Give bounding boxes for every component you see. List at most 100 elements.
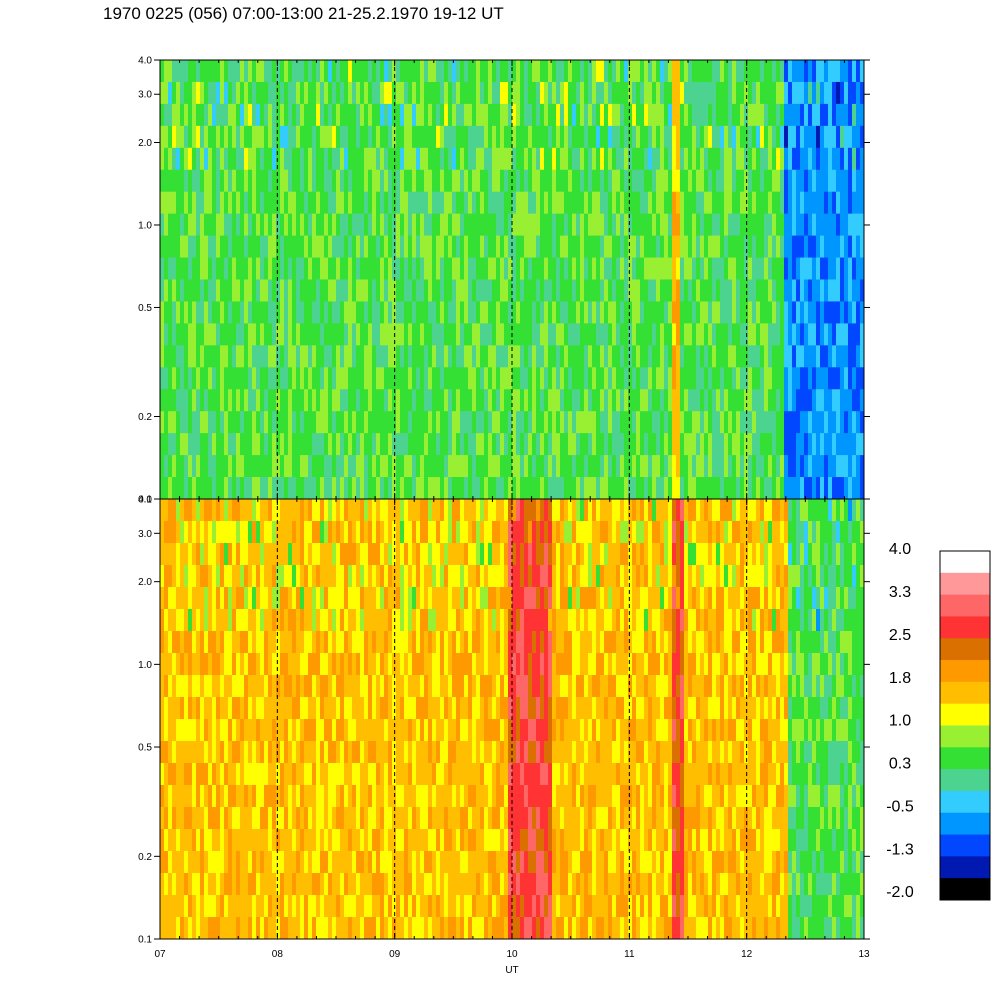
heatmap-cell bbox=[332, 609, 337, 632]
heatmap-cell bbox=[660, 169, 665, 192]
heatmap-cell bbox=[160, 191, 165, 214]
heatmap-cell bbox=[312, 433, 317, 456]
heatmap-cell bbox=[452, 81, 457, 105]
heatmap-cell bbox=[232, 257, 237, 280]
heatmap-cell bbox=[732, 433, 737, 456]
heatmap-cell bbox=[396, 763, 401, 786]
heatmap-cell bbox=[712, 169, 717, 192]
heatmap-cell bbox=[560, 169, 565, 192]
heatmap-cell bbox=[192, 125, 197, 149]
heatmap-cell bbox=[452, 147, 457, 171]
heatmap-cell bbox=[408, 587, 413, 610]
heatmap-cell bbox=[296, 345, 301, 368]
heatmap-cell bbox=[716, 235, 721, 258]
heatmap-cell bbox=[488, 433, 493, 456]
heatmap-cell bbox=[460, 235, 465, 258]
heatmap-cell bbox=[244, 389, 249, 412]
heatmap-cell bbox=[488, 103, 493, 127]
heatmap-cell bbox=[792, 257, 797, 280]
heatmap-cell bbox=[680, 147, 685, 171]
heatmap-cell bbox=[320, 301, 325, 324]
heatmap-cell bbox=[820, 213, 825, 236]
heatmap-cell bbox=[260, 587, 265, 610]
heatmap-cell bbox=[184, 829, 189, 852]
heatmap-cell bbox=[580, 191, 585, 214]
heatmap-cell bbox=[368, 609, 373, 632]
heatmap-cell bbox=[220, 741, 225, 764]
heatmap-cell bbox=[496, 323, 501, 346]
heatmap-cell bbox=[300, 807, 305, 830]
heatmap-cell bbox=[288, 873, 293, 896]
heatmap-cell bbox=[492, 389, 497, 412]
heatmap-cell bbox=[200, 389, 205, 412]
heatmap-cell bbox=[416, 895, 421, 918]
heatmap-cell bbox=[204, 169, 209, 192]
heatmap-cell bbox=[816, 60, 821, 83]
heatmap-cell bbox=[272, 785, 277, 808]
heatmap-cell bbox=[192, 213, 197, 236]
heatmap-cell bbox=[304, 433, 309, 456]
heatmap-cell bbox=[448, 565, 453, 588]
heatmap-cell bbox=[324, 169, 329, 192]
heatmap-cell bbox=[688, 323, 693, 346]
heatmap-cell bbox=[748, 147, 753, 171]
heatmap-cell bbox=[616, 125, 621, 149]
heatmap-cell bbox=[712, 477, 717, 500]
heatmap-cell bbox=[656, 389, 661, 412]
heatmap-cell bbox=[208, 521, 213, 544]
heatmap-cell bbox=[416, 367, 421, 390]
heatmap-cell bbox=[352, 807, 357, 830]
heatmap-cell bbox=[308, 873, 313, 896]
heatmap-cell bbox=[540, 455, 545, 478]
heatmap-cell bbox=[408, 411, 413, 434]
heatmap-cell bbox=[416, 191, 421, 214]
heatmap-cell bbox=[424, 763, 429, 786]
heatmap-cell bbox=[164, 367, 169, 390]
heatmap-cell bbox=[188, 807, 193, 830]
heatmap-cell bbox=[332, 697, 337, 720]
heatmap-cell bbox=[264, 213, 269, 236]
heatmap-cell bbox=[304, 543, 309, 566]
heatmap-cell bbox=[232, 675, 237, 698]
heatmap-cell bbox=[184, 411, 189, 434]
heatmap-cell bbox=[656, 103, 661, 127]
heatmap-cell bbox=[572, 257, 577, 280]
heatmap-cell bbox=[292, 917, 297, 940]
heatmap-cell bbox=[396, 169, 401, 192]
heatmap-cell bbox=[316, 125, 321, 149]
heatmap-cell bbox=[292, 103, 297, 127]
heatmap-cell bbox=[708, 389, 713, 412]
heatmap-cell bbox=[328, 279, 333, 302]
heatmap-cell bbox=[800, 455, 805, 478]
heatmap-cell bbox=[376, 675, 381, 698]
heatmap-cell bbox=[768, 477, 773, 500]
heatmap-cell bbox=[364, 191, 369, 214]
heatmap-cell bbox=[308, 103, 313, 127]
heatmap-cell bbox=[796, 433, 801, 456]
heatmap-cell bbox=[544, 169, 549, 192]
heatmap-cell bbox=[600, 323, 605, 346]
heatmap-cell bbox=[700, 147, 705, 171]
heatmap-cell bbox=[320, 873, 325, 896]
heatmap-cell bbox=[344, 279, 349, 302]
heatmap-cell bbox=[288, 631, 293, 654]
heatmap-cell bbox=[248, 433, 253, 456]
heatmap-cell bbox=[752, 60, 757, 83]
heatmap-cell bbox=[448, 829, 453, 852]
heatmap-cell bbox=[444, 367, 449, 390]
heatmap-cell bbox=[684, 169, 689, 192]
heatmap-cell bbox=[776, 213, 781, 236]
heatmap-cell bbox=[816, 411, 821, 434]
heatmap-cell bbox=[552, 433, 557, 456]
heatmap-cell bbox=[260, 741, 265, 764]
heatmap-cell bbox=[736, 455, 741, 478]
heatmap-cell bbox=[764, 345, 769, 368]
heatmap-cell bbox=[356, 521, 361, 544]
heatmap-cell bbox=[592, 477, 597, 500]
heatmap-cell bbox=[304, 829, 309, 852]
heatmap-cell bbox=[392, 631, 397, 654]
heatmap-cell bbox=[500, 235, 505, 258]
heatmap-cell bbox=[284, 60, 289, 83]
heatmap-cell bbox=[768, 345, 773, 368]
heatmap-cell bbox=[456, 81, 461, 105]
